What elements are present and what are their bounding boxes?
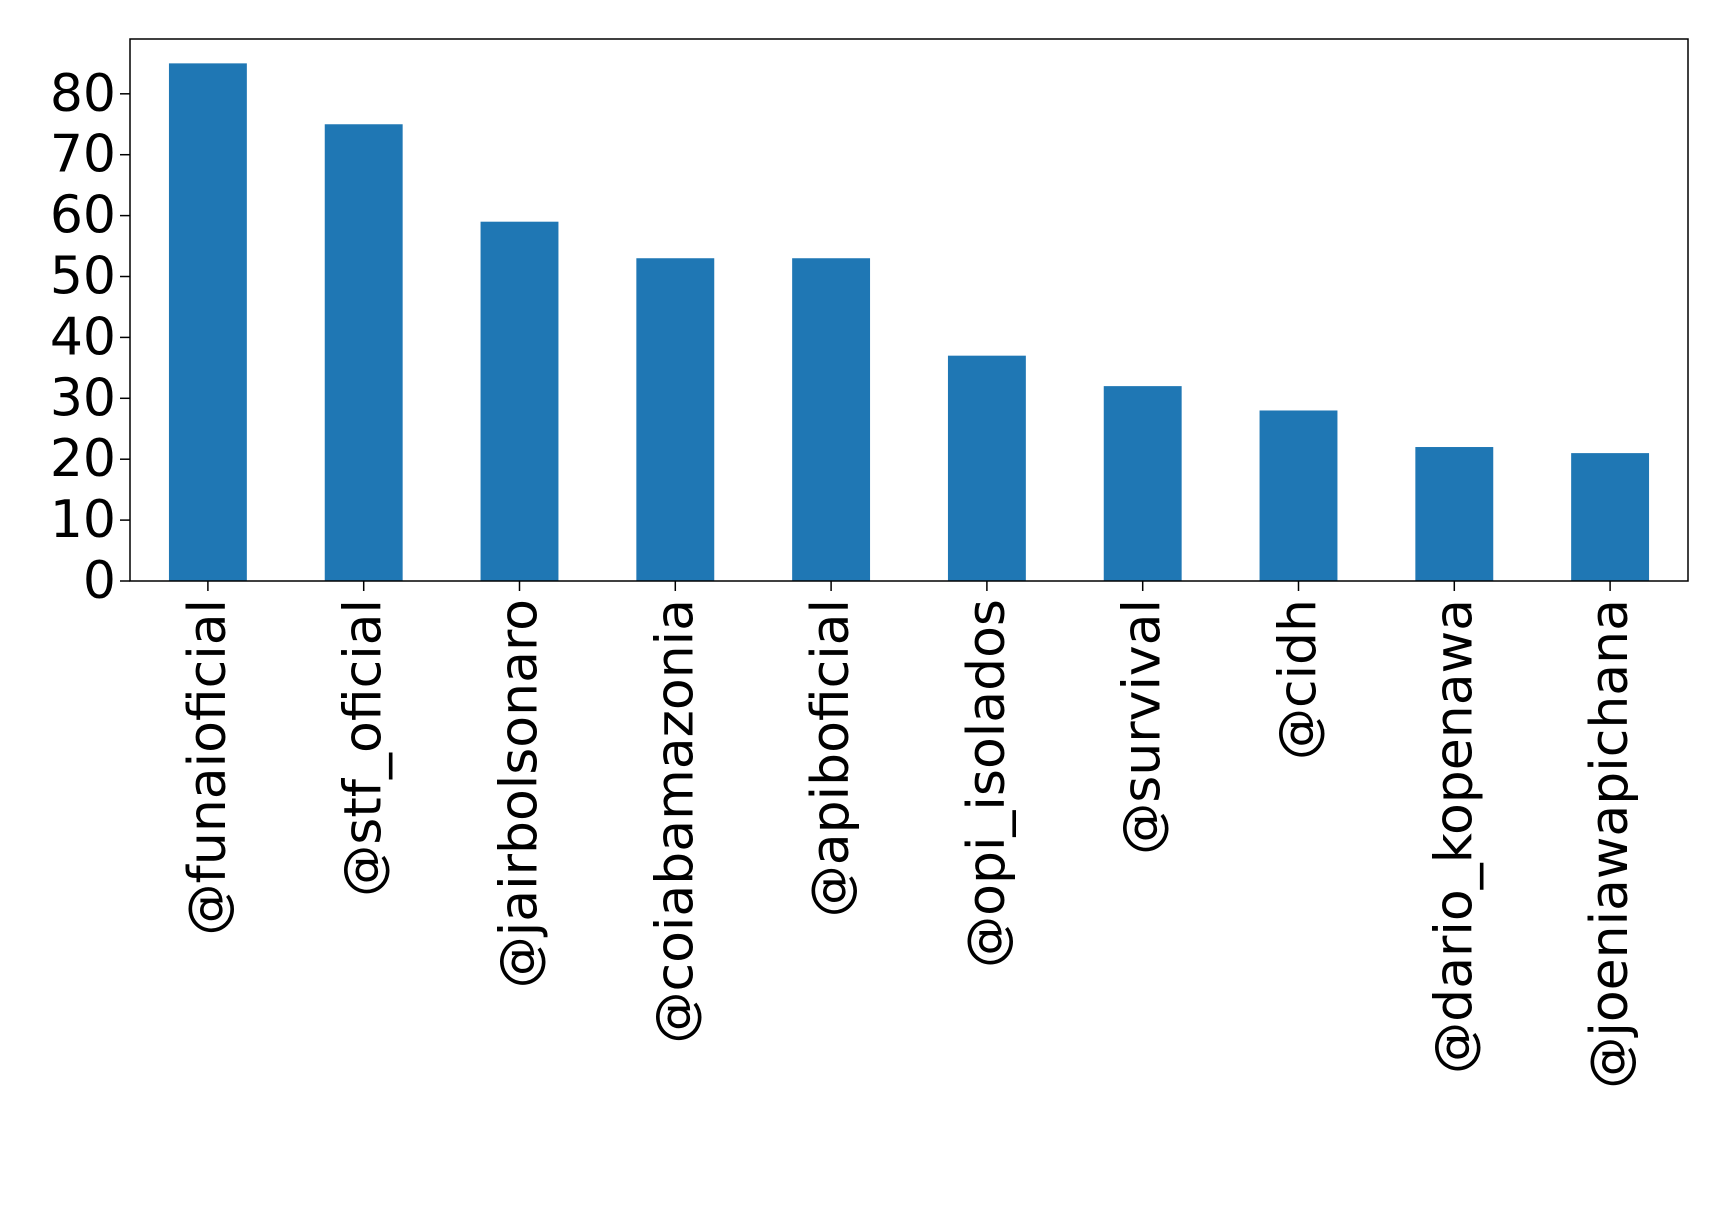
x-tick-label: @survival xyxy=(1113,599,1173,855)
plot-area-frame xyxy=(129,38,1689,582)
y-tick-label: 80 xyxy=(50,64,116,124)
x-tick-label: @funaioficial xyxy=(178,599,238,935)
x-tick-label: @opi_isolados xyxy=(957,599,1017,968)
bar-opi-isolados xyxy=(947,355,1026,581)
bar-joeniawapichana xyxy=(1571,453,1650,581)
x-tick-label: @cidh xyxy=(1269,599,1329,760)
x-tick-label: @coiabamazonia xyxy=(645,599,705,1043)
x-tick-label: @apiboficial xyxy=(801,599,861,917)
bar-jairbolsonaro xyxy=(480,221,559,581)
y-tick-label: 10 xyxy=(50,490,116,550)
bar-survival xyxy=(1103,386,1182,581)
bar-dario-kopenawa xyxy=(1415,447,1494,581)
y-tick-label: 30 xyxy=(50,368,116,428)
y-tick-label: 40 xyxy=(50,307,116,367)
x-tick-label: @dario_kopenawa xyxy=(1424,599,1484,1074)
bar-apiboficial xyxy=(792,258,871,581)
x-tick-label: @jairbolsonaro xyxy=(490,599,550,988)
y-tick-label: 60 xyxy=(50,186,116,246)
x-tick-label: @joeniawapichana xyxy=(1580,599,1640,1089)
y-tick-label: 70 xyxy=(50,125,116,185)
bar-cidh xyxy=(1259,410,1338,581)
y-tick-label: 50 xyxy=(50,247,116,307)
bar-stf-oficial xyxy=(324,124,403,582)
bar-coiabamazonia xyxy=(636,258,715,581)
x-axis: @funaioficial @stf_oficial @jairbolsonaro @… xyxy=(178,581,1640,1089)
y-tick-label: 20 xyxy=(50,429,116,489)
y-tick-label: 0 xyxy=(83,551,116,611)
x-tick-label: @stf_oficial xyxy=(334,599,394,897)
bars-group xyxy=(168,63,1650,582)
bar-funaioficial xyxy=(168,63,247,581)
